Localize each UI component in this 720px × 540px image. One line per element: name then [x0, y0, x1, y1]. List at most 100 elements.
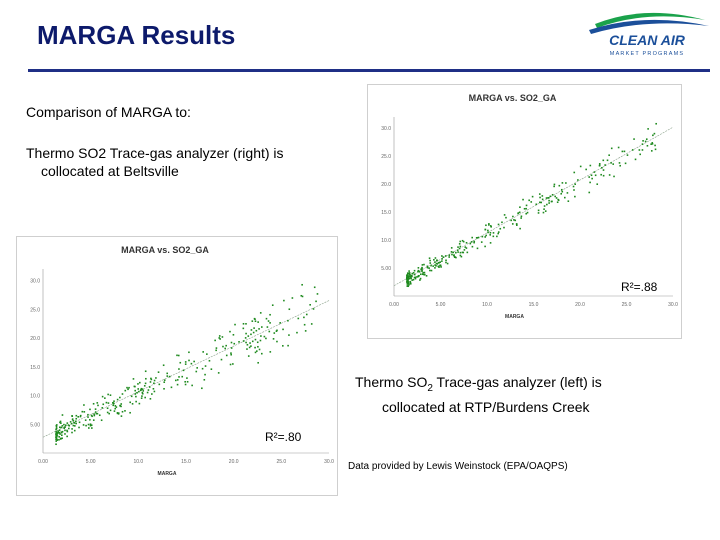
data-point: [113, 410, 116, 412]
right-note-line-1: Thermo SO2 Trace-gas analyzer (right) is: [26, 145, 284, 161]
data-point: [138, 402, 141, 405]
data-point: [501, 221, 503, 224]
data-point: [230, 347, 233, 349]
data-point: [638, 149, 641, 151]
data-point: [188, 359, 190, 362]
data-point: [539, 201, 541, 204]
data-point: [429, 262, 432, 264]
data-point: [556, 201, 559, 204]
data-point: [55, 431, 58, 434]
data-point: [230, 341, 233, 344]
data-point: [608, 174, 611, 176]
data-point: [413, 273, 416, 276]
data-point: [470, 241, 473, 243]
data-point: [410, 274, 413, 277]
data-point: [130, 395, 133, 398]
r2-label-left: R²=.80: [265, 430, 302, 444]
data-point: [58, 436, 61, 438]
data-point: [186, 380, 189, 383]
data-point: [608, 154, 610, 156]
data-point: [242, 322, 245, 325]
data-point: [459, 254, 462, 257]
data-point: [519, 206, 521, 208]
data-point: [119, 404, 121, 407]
data-point: [411, 272, 414, 275]
data-point: [418, 271, 421, 273]
data-point: [144, 396, 146, 399]
chart-title: MARGA vs. SO2_GA: [121, 245, 209, 255]
data-point: [75, 417, 78, 420]
data-point: [184, 361, 187, 363]
data-point: [75, 414, 78, 417]
data-point: [548, 199, 550, 202]
logo-tagline: MARKET PROGRAMS: [610, 51, 684, 57]
data-point: [412, 272, 415, 274]
data-point: [107, 402, 110, 404]
logo-swoosh-bottom-icon: [589, 19, 709, 34]
data-point: [305, 313, 308, 316]
y-tick-label: 5.00: [381, 266, 391, 272]
chart-title: MARGA vs. SO2_GA: [469, 93, 557, 103]
data-point: [408, 277, 411, 280]
data-point: [543, 205, 546, 207]
data-point: [573, 189, 575, 191]
data-point: [71, 431, 73, 434]
data-point: [515, 223, 518, 225]
data-point: [409, 280, 412, 283]
data-point: [71, 415, 74, 417]
data-point: [430, 269, 433, 272]
data-point: [545, 197, 548, 199]
data-point: [626, 154, 629, 156]
data-point: [537, 212, 540, 214]
data-point: [218, 337, 221, 339]
data-point: [528, 199, 530, 202]
data-point: [135, 395, 137, 398]
data-point: [543, 208, 545, 210]
data-point: [232, 333, 235, 336]
data-point: [525, 204, 528, 207]
data-point: [257, 321, 259, 323]
data-point: [451, 253, 453, 256]
y-tick-label: 15.0: [30, 365, 40, 371]
title-underline: [28, 69, 710, 72]
data-point: [124, 389, 127, 392]
data-point: [177, 354, 180, 357]
data-point: [566, 192, 569, 194]
x-tick-label: 0.00: [38, 459, 48, 465]
logo-name: CLEAN AIR: [609, 32, 686, 48]
data-point: [585, 168, 587, 171]
data-point: [423, 273, 426, 276]
data-point: [407, 285, 410, 288]
data-point: [59, 433, 61, 435]
data-point: [184, 380, 186, 383]
data-point: [261, 326, 263, 328]
data-point: [83, 404, 85, 406]
data-point: [59, 421, 61, 424]
data-point: [546, 203, 548, 206]
data-point: [105, 401, 108, 404]
data-point: [75, 422, 77, 425]
y-tick-label: 10.0: [30, 394, 40, 400]
data-point: [220, 358, 223, 361]
data-point: [438, 266, 440, 269]
data-point: [109, 409, 112, 412]
data-point: [460, 255, 463, 258]
data-point: [229, 363, 232, 366]
data-point: [251, 320, 254, 322]
data-point: [61, 430, 64, 433]
data-point: [56, 435, 59, 437]
data-point: [148, 386, 151, 388]
data-point: [419, 279, 421, 281]
data-point: [313, 286, 316, 289]
x-tick-label: 10.0: [482, 302, 492, 308]
data-point: [574, 183, 577, 185]
data-point: [201, 387, 203, 390]
data-point: [56, 432, 59, 435]
data-point: [651, 142, 654, 144]
data-point: [436, 259, 438, 262]
data-point: [434, 267, 436, 269]
data-point: [448, 254, 451, 257]
data-point: [525, 212, 528, 215]
data-point: [407, 279, 409, 282]
data-point: [217, 372, 220, 374]
